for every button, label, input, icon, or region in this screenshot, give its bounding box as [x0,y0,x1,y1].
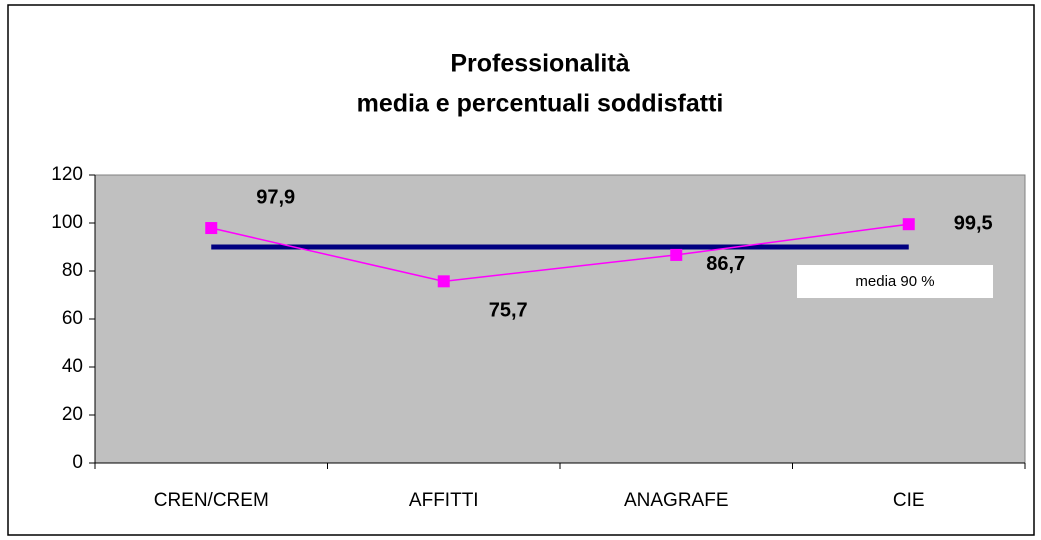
chart-title: Professionalità [450,50,629,78]
value-label: 97,9 [256,186,295,208]
marker [902,218,915,231]
x-tick-label: CREN/CREM [154,490,269,511]
y-tick-label: 40 [62,356,83,377]
y-tick-label: 20 [62,404,83,425]
chart-subtitle: media e percentuali soddisfatti [357,90,724,118]
y-tick-label: 60 [62,308,83,329]
y-tick-label: 0 [72,452,83,473]
y-tick-label: 120 [51,164,83,185]
marker [205,222,218,235]
value-label: 75,7 [489,300,528,322]
annotation-box [797,265,993,298]
marker [670,248,683,261]
value-label: 99,5 [954,212,993,234]
x-tick-label: AFFITTI [409,490,479,511]
data-line [211,223,909,283]
value-label: 86,7 [706,253,745,275]
x-tick-label: CIE [893,490,925,511]
annotation: media 90 % [855,273,934,290]
y-tick-label: 100 [51,212,83,233]
y-tick-label: 80 [62,260,83,281]
marker [437,275,450,288]
x-tick-label: ANAGRAFE [624,490,729,511]
plot-area [94,174,1026,464]
